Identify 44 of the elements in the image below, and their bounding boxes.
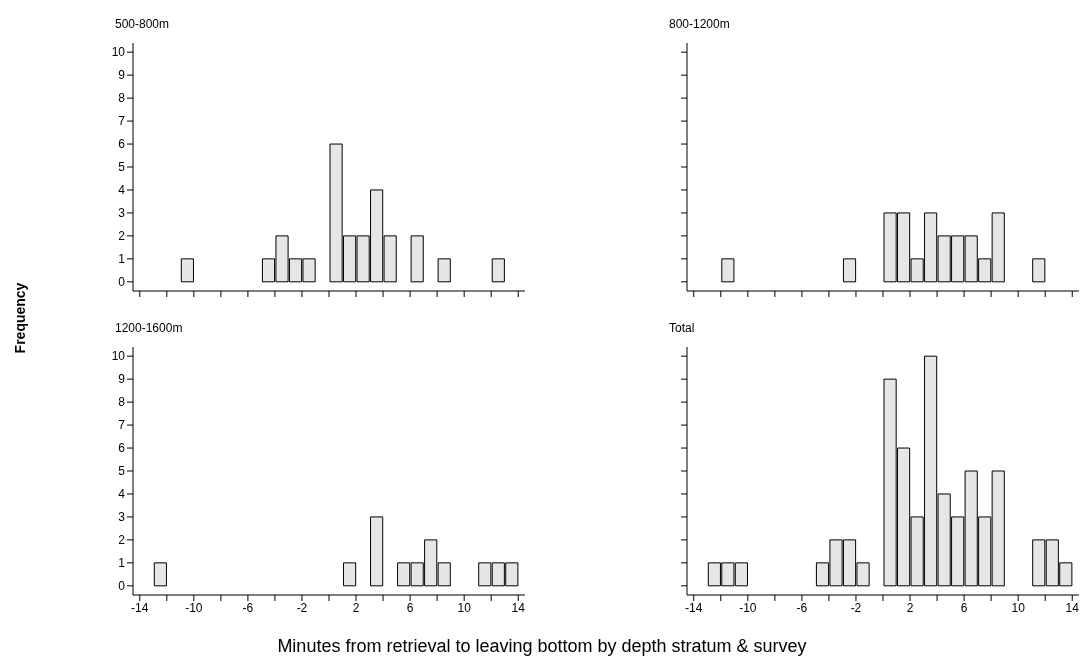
y-tick-label: 4 [118,487,126,502]
x-tick-label: 10 [457,600,472,615]
x-tick-label: -6 [242,600,254,615]
y-tick-label: 10 [111,45,126,60]
y-tick-label: 8 [118,395,126,410]
x-tick-label: 2 [352,600,360,615]
x-tick-label: -14 [131,600,149,615]
x-tick-label: -2 [850,600,862,615]
y-tick-label: 3 [118,510,126,525]
y-tick-label: 7 [118,114,126,129]
y-tick-label: 6 [118,441,126,456]
y-tick-label: 5 [118,160,126,175]
y-tick-label: 1 [118,252,126,267]
y-tick-label: 2 [118,229,126,244]
chart-title: 800-1200m [669,17,730,31]
y-axis-title: Frequency [12,282,28,354]
y-tick-label: 0 [118,579,126,594]
x-tick-label: 14 [511,600,526,615]
y-tick-label: 6 [118,137,126,152]
y-tick-label: 8 [118,91,126,106]
y-tick-label: 4 [118,183,126,198]
x-axis-title: Minutes from retrieval to leaving bottom by depth stratum & survey [276,636,808,657]
chart-title: 500-800m [115,17,170,31]
y-tick-label: 7 [118,418,126,433]
x-tick-label: -2 [296,600,308,615]
x-tick-label: 6 [960,600,968,615]
y-tick-label: 2 [118,533,126,548]
x-tick-label: -6 [796,600,808,615]
x-tick-label: -14 [685,600,703,615]
chart-title: 1200-1600m [115,321,183,335]
x-tick-label: 14 [1065,600,1080,615]
x-tick-label: 10 [1011,600,1026,615]
y-tick-label: 10 [111,349,126,364]
x-tick-label: -10 [739,600,757,615]
y-tick-label: 9 [118,68,126,83]
y-tick-label: 1 [118,556,126,571]
x-tick-label: -10 [185,600,203,615]
y-tick-label: 9 [118,372,126,387]
x-tick-label: 2 [906,600,914,615]
x-tick-label: 6 [406,600,414,615]
y-tick-label: 0 [118,275,126,290]
y-tick-label: 3 [118,206,126,221]
y-tick-label: 5 [118,464,126,479]
chart-title: Total [669,321,695,335]
